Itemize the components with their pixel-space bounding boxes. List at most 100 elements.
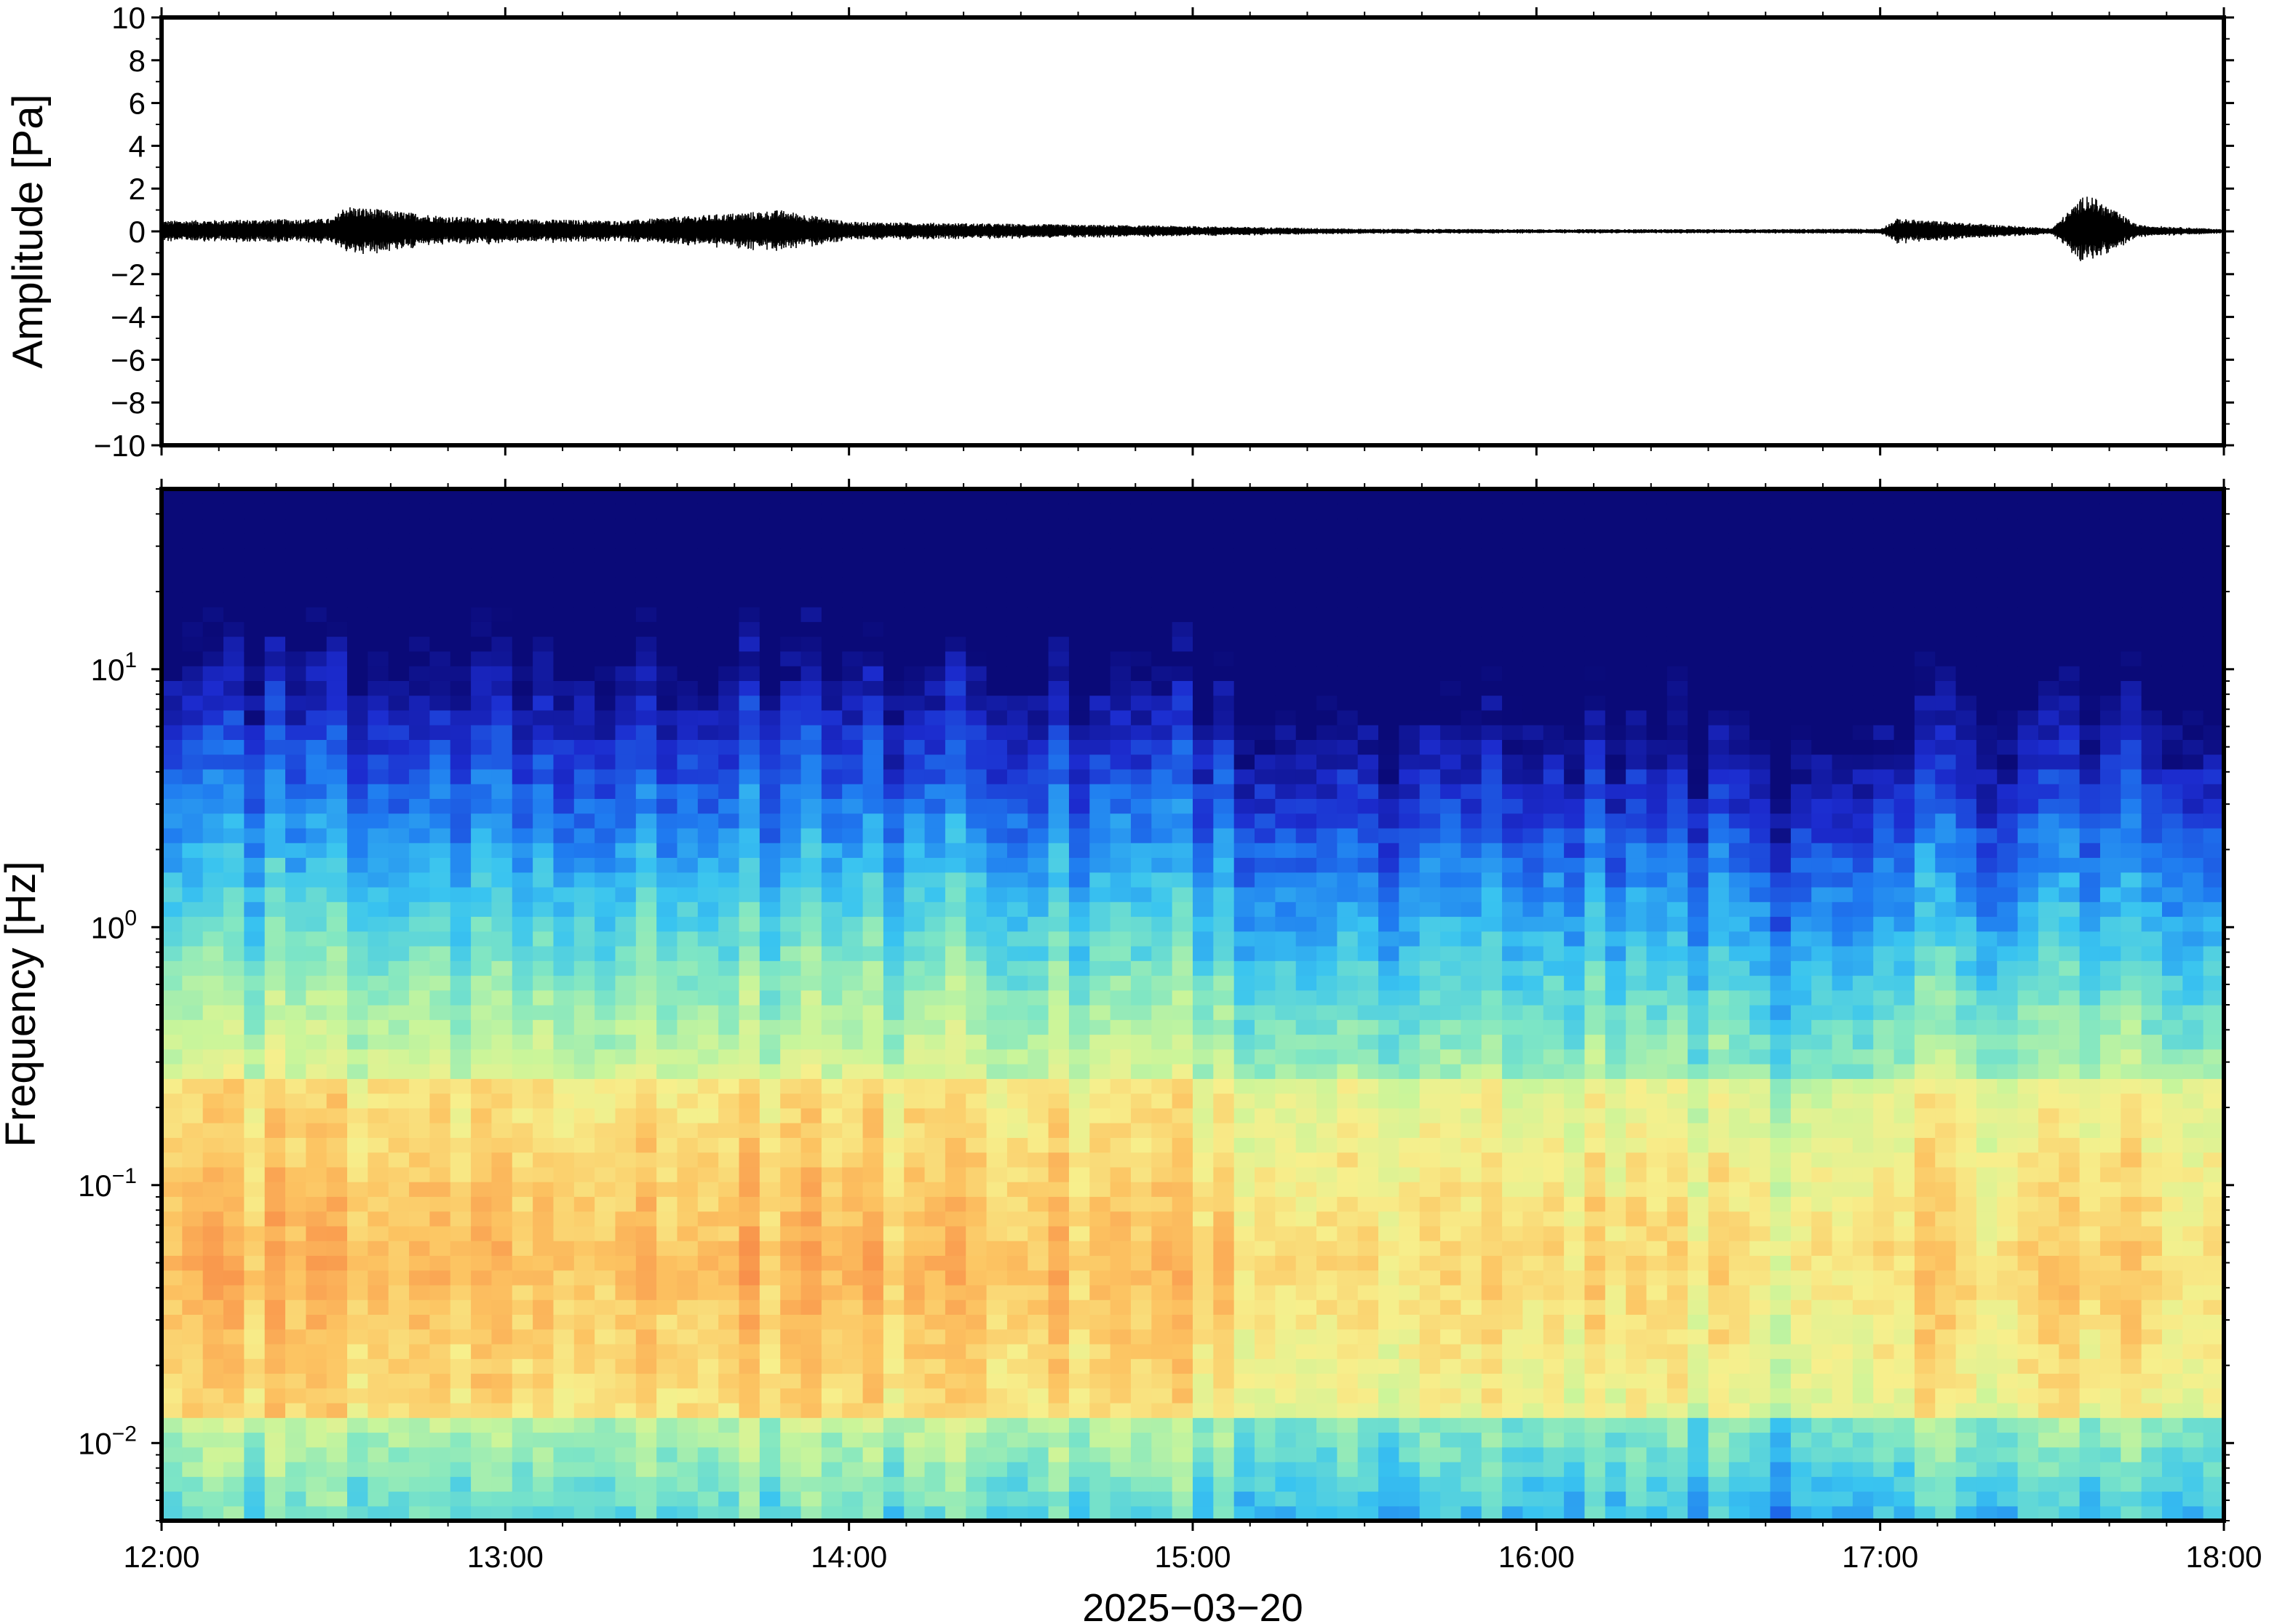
spectrogram-cell xyxy=(904,1491,926,1507)
spectrogram-cell xyxy=(1048,1064,1070,1079)
spectrogram-cell xyxy=(1564,562,1586,578)
spectrogram-cell xyxy=(966,518,988,534)
spectrogram-cell xyxy=(966,1005,988,1020)
spectrogram-cell xyxy=(1130,1241,1152,1256)
spectrogram-cell xyxy=(471,607,493,622)
spectrogram-cell xyxy=(1255,1505,1276,1521)
spectrogram-cell xyxy=(1502,886,1524,902)
spectrogram-cell xyxy=(306,680,327,696)
spectrogram-cell xyxy=(656,1284,678,1300)
spectrogram-cell xyxy=(347,1358,368,1374)
spectrogram-cell xyxy=(1028,1402,1049,1418)
spectrogram-cell xyxy=(573,1299,595,1315)
spectrogram-cell xyxy=(1275,695,1297,711)
spectrogram-cell xyxy=(285,1005,306,1020)
spectrogram-cell xyxy=(1481,666,1503,681)
spectrogram-cell xyxy=(883,533,905,549)
spectrogram-cell xyxy=(759,1491,781,1507)
spectrogram-cell xyxy=(1130,680,1152,696)
spectrogram-cell xyxy=(1048,1329,1070,1345)
spectrogram-cell xyxy=(1584,1358,1606,1374)
spectrogram-cell xyxy=(553,533,575,549)
spectrogram-cell xyxy=(1502,813,1524,829)
spectrogram-cell xyxy=(1275,621,1297,637)
spectrogram-cell xyxy=(553,1314,575,1330)
spectrogram-cell xyxy=(1481,1358,1503,1374)
spectrogram-cell xyxy=(883,709,905,725)
spectrogram-cell xyxy=(1461,577,1482,593)
spectrogram-cell xyxy=(1233,695,1255,711)
spectrogram-cell xyxy=(1399,607,1420,622)
spectrogram-cell xyxy=(1193,577,1214,593)
spectrogram-cell xyxy=(1089,1505,1111,1521)
spectrogram-cell xyxy=(533,1402,555,1418)
spectrogram-cell xyxy=(1295,990,1317,1006)
spectrogram-cell xyxy=(1461,1373,1482,1389)
spectrogram-cell xyxy=(1440,1505,1462,1521)
spectrogram-cell xyxy=(1295,1270,1317,1286)
spectrogram-cell xyxy=(842,1211,864,1227)
spectrogram-cell xyxy=(1172,1388,1193,1404)
spectrogram-cell xyxy=(1255,709,1276,725)
spectrogram-cell xyxy=(883,1358,905,1374)
spectrogram-cell xyxy=(1110,1373,1132,1389)
spectrogram-cell xyxy=(1522,1182,1544,1197)
spectrogram-cell xyxy=(1028,1343,1049,1359)
spectrogram-cell xyxy=(1461,680,1482,696)
spectrogram-cell xyxy=(388,1270,410,1286)
spectrogram-cell xyxy=(450,1461,472,1477)
spectrogram-cell xyxy=(553,489,575,504)
spectrogram-cell xyxy=(986,1417,1008,1433)
spectrogram-cell xyxy=(429,813,451,829)
spectrogram-cell xyxy=(1543,1225,1565,1241)
spectrogram-cell xyxy=(1193,1343,1214,1359)
spectrogram-cell xyxy=(1337,650,1359,666)
spectrogram-cell xyxy=(718,768,740,784)
spectrogram-cell xyxy=(202,1476,224,1492)
spectrogram-cell xyxy=(1337,1211,1359,1227)
spectrogram-cell xyxy=(945,1358,966,1374)
spectrogram-cell xyxy=(1193,1166,1214,1182)
spectrogram-cell xyxy=(1110,784,1132,799)
spectrogram-cell xyxy=(966,636,988,652)
spectrogram-cell xyxy=(1110,607,1132,622)
spectrogram-cell xyxy=(1564,1373,1586,1389)
spectrogram-cell xyxy=(1419,1048,1441,1064)
spectrogram-cell xyxy=(1172,1241,1193,1256)
spectrogram-cell xyxy=(367,577,389,593)
spectrogram-cell xyxy=(966,1505,988,1521)
spectrogram-cell xyxy=(1440,1225,1462,1241)
spectrogram-cell xyxy=(1110,1402,1132,1418)
spectrogram-cell xyxy=(1151,1211,1173,1227)
spectrogram-cell xyxy=(1399,857,1420,873)
spectrogram-cell xyxy=(1130,1388,1152,1404)
spectrogram-cell xyxy=(1130,1225,1152,1241)
spectrogram-cell xyxy=(450,695,472,711)
spectrogram-cell xyxy=(697,518,719,534)
spectrogram-cell xyxy=(347,843,368,859)
spectrogram-cell xyxy=(1461,1152,1482,1168)
spectrogram-cell xyxy=(367,1299,389,1315)
spectrogram-cell xyxy=(1048,1093,1070,1109)
spectrogram-cell xyxy=(800,1505,822,1521)
spectrogram-cell xyxy=(718,1299,740,1315)
spectrogram-cell xyxy=(1440,872,1462,888)
spectrogram-cell xyxy=(883,1196,905,1212)
spectrogram-cell xyxy=(924,872,946,888)
spectrogram-cell xyxy=(1172,798,1193,814)
spectrogram-cell xyxy=(553,1432,575,1448)
spectrogram-cell xyxy=(491,798,513,814)
spectrogram-cell xyxy=(367,916,389,932)
spectrogram-cell xyxy=(1028,1446,1049,1462)
spectrogram-cell xyxy=(635,798,657,814)
spectrogram-cell xyxy=(1110,1196,1132,1212)
spectrogram-cell xyxy=(842,1284,864,1300)
spectrogram-cell xyxy=(182,548,204,563)
spectrogram-cell xyxy=(326,916,348,932)
spectrogram-cell xyxy=(1522,1314,1544,1330)
spectrogram-cell xyxy=(1502,1196,1524,1212)
spectrogram-cell xyxy=(986,990,1008,1006)
spectrogram-cell xyxy=(1172,1019,1193,1035)
spectrogram-cell xyxy=(491,931,513,947)
spectrogram-cell xyxy=(450,680,472,696)
